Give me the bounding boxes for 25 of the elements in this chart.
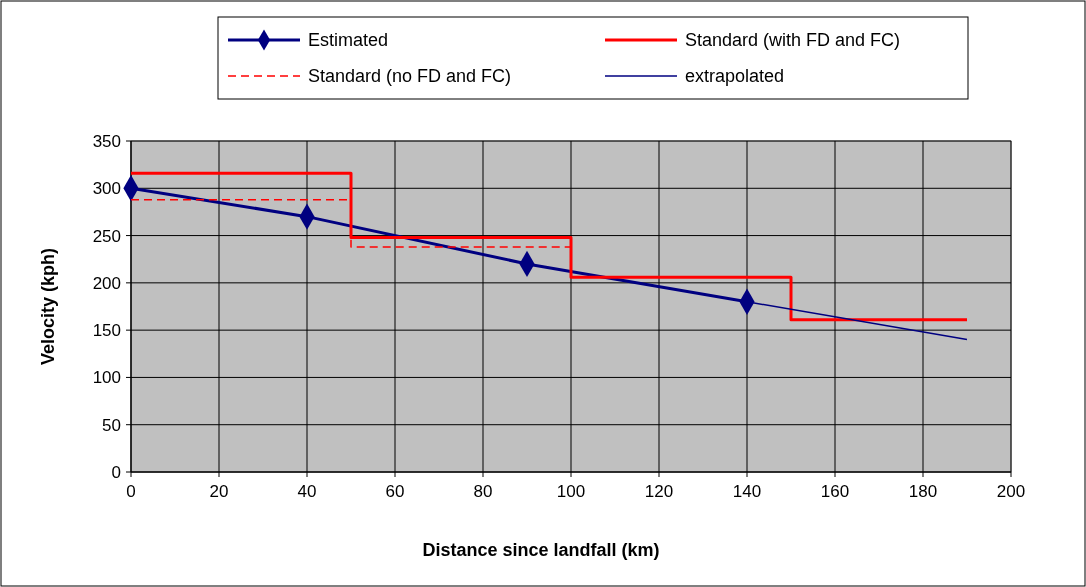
x-tick-label: 20	[209, 482, 229, 501]
y-tick-label: 350	[92, 131, 121, 151]
legend-label: Standard (no FD and FC)	[308, 66, 512, 87]
legend-label: Standard (with FD and FC)	[685, 30, 901, 51]
x-tick-label: 60	[385, 482, 405, 501]
y-tick-label: 0	[111, 462, 121, 482]
y-tick-label: 50	[102, 415, 121, 435]
x-axis-title: Distance since landfall (km)	[422, 540, 660, 560]
x-tick-label: 180	[908, 482, 938, 501]
y-tick-label: 250	[92, 226, 121, 246]
x-tick-label: 120	[644, 482, 674, 501]
x-tick-label: 80	[473, 482, 493, 501]
legend-label: extrapolated	[685, 66, 785, 87]
x-tick-label: 40	[297, 482, 317, 501]
y-tick-label: 100	[92, 368, 121, 388]
y-tick-label: 150	[92, 321, 121, 341]
y-tick-label: 300	[92, 179, 121, 199]
x-tick-label: 100	[556, 482, 586, 501]
x-tick-label: 140	[732, 482, 762, 501]
y-tick-label: 200	[92, 273, 121, 293]
legend-label: Estimated	[308, 30, 389, 51]
x-tick-label: 160	[820, 482, 850, 501]
x-tick-label: 200	[996, 482, 1026, 501]
x-tick-label: 0	[126, 482, 136, 501]
y-axis-title: Velocity (kph)	[38, 247, 58, 366]
